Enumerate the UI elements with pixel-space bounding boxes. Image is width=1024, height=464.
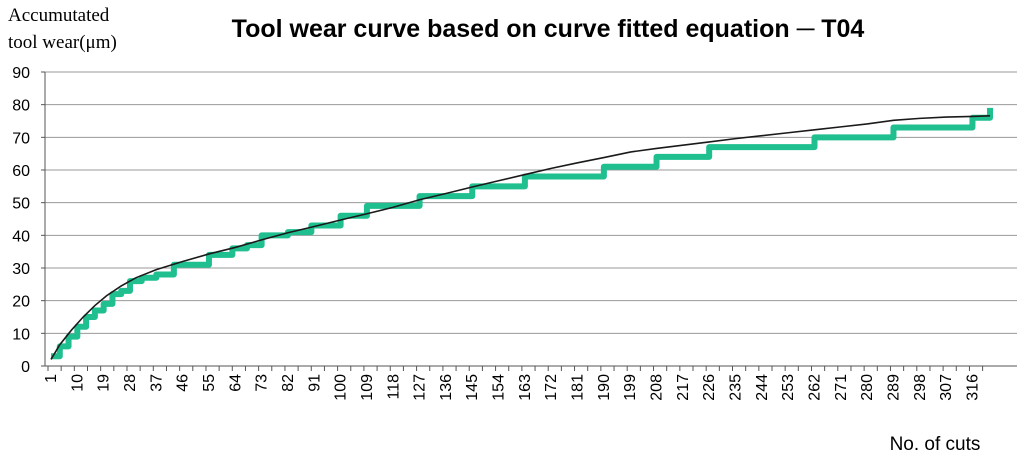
y-tick-label: 40 [12,228,30,245]
x-tick-label: 10 [69,374,86,392]
y-tick-label: 0 [21,359,30,376]
data-series [50,107,993,360]
x-tick-label: 316 [964,374,981,401]
y-tick-labels: 0 10 20 30 40 50 60 70 80 90 [12,65,30,376]
x-tick-label: 127 [412,374,429,401]
x-tick-label: 19 [96,374,113,392]
y-tick-label: 80 [12,98,30,115]
x-tick-label: 100 [333,374,350,401]
x-tick-label: 226 [701,374,718,401]
x-tick-label: 217 [675,374,692,401]
x-tick-label: 73 [254,374,271,392]
gridlines [45,71,1017,334]
y-tick-label: 70 [12,130,30,147]
axes [41,71,1017,371]
x-tick-label: 118 [385,374,402,400]
x-tick-label: 190 [596,374,613,401]
x-tick-label: 37 [148,374,165,392]
y-tick-label: 50 [12,196,30,213]
x-tick-label: 199 [622,374,639,401]
x-axis-label: No. of cuts [890,434,981,455]
y-tick-label: 30 [12,261,30,278]
x-tick-label: 235 [728,374,745,401]
y-tick-label: 10 [12,326,30,343]
series-fitted-curve [50,114,991,360]
x-tick-label: 244 [754,374,771,401]
x-tick-label: 271 [833,374,850,401]
x-tick-label: 298 [912,374,929,401]
x-tick-label: 46 [175,374,192,392]
x-tick-label: 289 [885,374,902,401]
x-tick-label: 136 [438,374,455,401]
y-tick-label: 90 [12,65,30,82]
chart-title: Tool wear curve based on curve fitted eq… [232,15,865,43]
x-tick-label: 262 [806,374,823,401]
x-tick-label: 109 [359,374,376,401]
x-tick-label: 280 [859,374,876,401]
x-tick-label: 163 [517,374,534,401]
x-tick-label: 145 [464,374,481,401]
x-tick-label: 253 [780,374,797,401]
x-tick-label: 208 [649,374,666,401]
y-axis-label-line-1: Accumutated [8,5,110,26]
x-tick-label: 55 [201,374,218,392]
x-tick-label: 154 [491,374,508,401]
x-tick-label: 64 [227,374,244,392]
x-tick-labels: 1 10 19 28 37 46 55 64 73 82 91 100 109 118 127 136 145 1… [43,374,981,401]
y-tick-label: 20 [12,294,30,311]
x-tick-label: 172 [543,374,560,401]
x-tick-label: 307 [938,374,955,401]
x-tick-label: 181 [570,374,587,401]
x-tick-label: 1 [43,374,60,383]
y-tick-label: 60 [12,163,30,180]
x-tick-label: 91 [306,374,323,392]
x-tick-label: 28 [122,374,139,392]
series-step-line [51,107,993,360]
y-axis-label-line-2: tool wear(μm) [8,32,117,53]
x-tick-label: 82 [280,374,297,392]
